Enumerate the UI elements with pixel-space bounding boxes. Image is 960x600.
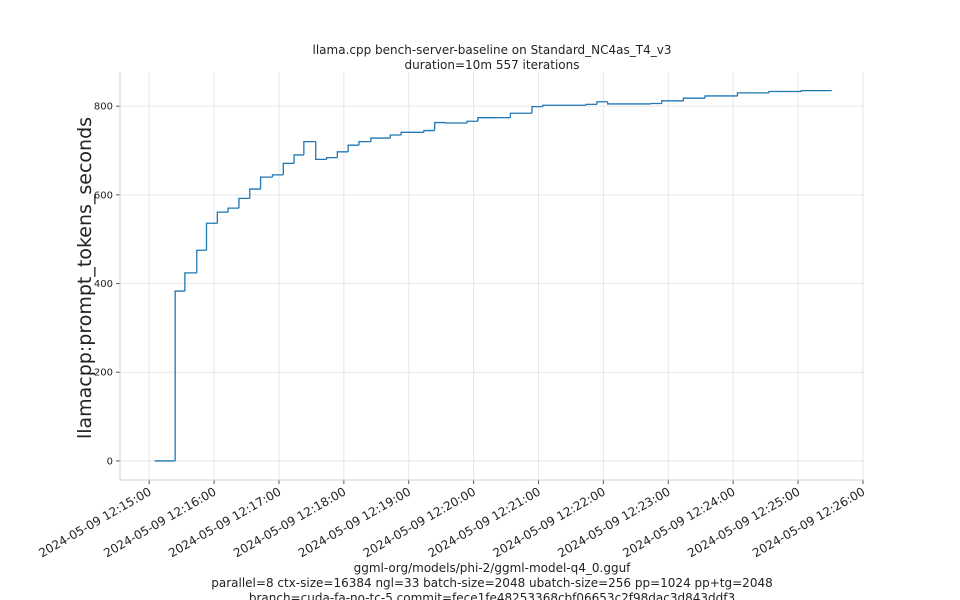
x-tick-label: 2024-05-09 12:24:00: [620, 484, 737, 560]
y-tick-label: 0: [107, 456, 113, 467]
y-tick-label: 400: [94, 279, 113, 290]
line-segment: [293, 154, 304, 164]
y-tick-label: 200: [94, 368, 113, 379]
line-segment: [736, 92, 769, 96]
line-segment: [271, 174, 284, 178]
line-segment: [336, 151, 349, 158]
line-segment: [249, 188, 261, 199]
line-segment: [400, 131, 424, 135]
x-tick-label: 2024-05-09 12:23:00: [555, 484, 672, 560]
x-tick-label: 2024-05-09 12:25:00: [685, 484, 802, 560]
line-segment: [282, 162, 295, 175]
line-segment: [531, 105, 543, 114]
line-segment: [466, 120, 478, 123]
line-segment: [477, 117, 500, 122]
line-segment: [196, 249, 207, 273]
x-axis-label: parallel=8 ctx-size=16384 ngl=33 batch-s…: [211, 576, 772, 590]
x-tick-label: 2024-05-09 12:18:00: [231, 484, 348, 560]
x-tick-label: 2024-05-09 12:21:00: [426, 484, 543, 560]
line-segment: [704, 95, 738, 99]
line-segment: [434, 121, 446, 131]
line-segment: [509, 112, 533, 118]
line-segment: [184, 272, 197, 292]
line-segment: [682, 97, 706, 101]
x-axis-label: ggml-org/models/phi-2/ggml-model-q4_0.gg…: [354, 561, 632, 575]
x-axis-label: branch=cuda-fa-no-tc-5 commit=fece1fe482…: [249, 591, 735, 600]
line-segment: [542, 104, 587, 107]
chart-title: llama.cpp bench-server-baseline on Stand…: [313, 43, 672, 57]
line-segment: [205, 222, 218, 251]
line-segment: [358, 140, 371, 146]
line-segment: [800, 89, 832, 92]
x-tick-label: 2024-05-09 12:22:00: [491, 484, 608, 560]
line-segment: [585, 103, 597, 106]
x-tick-label: 2024-05-09 12:19:00: [296, 484, 413, 560]
x-tick-label: 2024-05-09 12:20:00: [361, 484, 478, 560]
line-segment: [370, 137, 391, 142]
line-segment: [174, 290, 185, 461]
x-tick-label: 2024-05-09 12:16:00: [101, 484, 218, 560]
x-tick-label: 2024-05-09 12:17:00: [166, 484, 283, 560]
line-segment: [347, 144, 359, 152]
line-segment: [661, 100, 684, 104]
x-tick-label: 2024-05-09 12:26:00: [750, 484, 867, 560]
line-segment: [259, 176, 273, 190]
line-segment: [768, 90, 802, 93]
chart-subtitle: duration=10m 557 iterations: [405, 58, 580, 72]
line-segment: [227, 207, 239, 213]
line-segment: [389, 134, 402, 139]
y-tick-label: 800: [94, 102, 113, 113]
y-tick-label: 600: [94, 190, 113, 201]
y-axis-label: llamacpp:prompt_tokens_seconds: [74, 117, 96, 439]
line-segment: [423, 129, 435, 133]
line-segment: [607, 101, 651, 105]
line-segment: [315, 141, 327, 161]
line-segment: [303, 140, 316, 155]
x-tick-label: 2024-05-09 12:15:00: [36, 484, 153, 560]
line-segment: [325, 156, 338, 160]
line-segment: [238, 197, 250, 209]
line-segment: [216, 211, 229, 224]
line-segment: [596, 101, 608, 105]
